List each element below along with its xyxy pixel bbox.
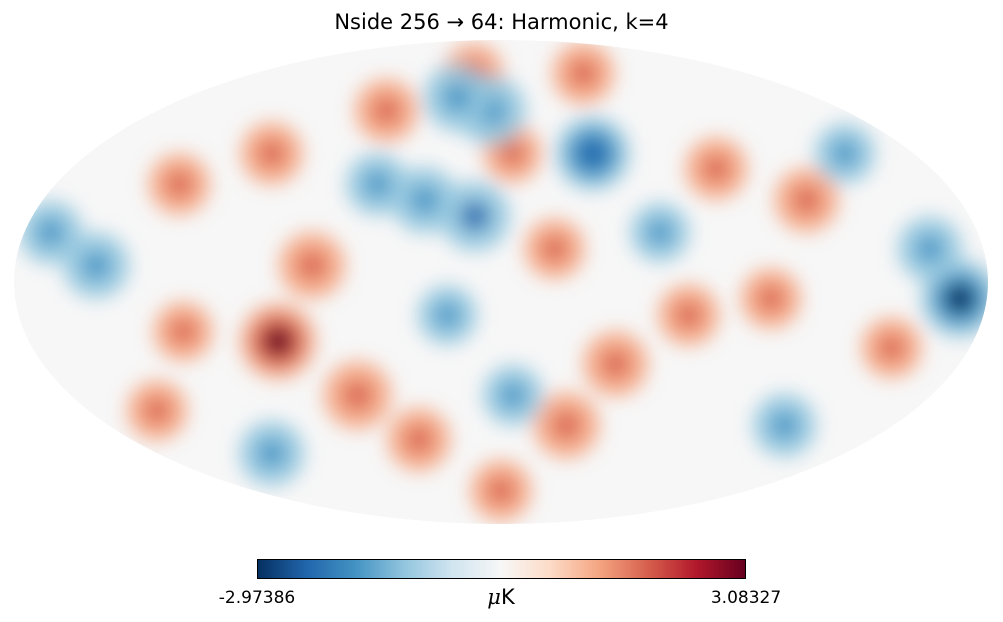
cold-spot xyxy=(916,235,943,262)
cold-spot xyxy=(943,282,976,315)
temperature-field xyxy=(18,41,988,523)
warm-spot xyxy=(373,97,400,124)
cold-spot xyxy=(38,219,64,246)
warm-spot xyxy=(171,319,196,344)
cold-spot xyxy=(443,83,471,112)
warm-spot xyxy=(144,398,170,423)
warm-spot xyxy=(488,478,514,503)
warm-spot xyxy=(879,335,904,360)
cold-spot xyxy=(500,383,526,408)
cold-spot xyxy=(771,412,798,439)
warm-spot xyxy=(343,381,372,410)
warm-spot xyxy=(166,171,192,197)
warm-spot xyxy=(552,411,580,439)
warm-spot xyxy=(793,187,820,214)
cold-spot xyxy=(832,141,858,166)
cold-spot xyxy=(364,171,390,197)
cold-spot xyxy=(647,220,672,245)
colorbar-max-label: 3.08327 xyxy=(710,588,782,608)
warm-spot xyxy=(542,236,567,262)
warm-spot xyxy=(703,156,729,182)
cold-spot xyxy=(577,138,608,169)
warm-spot xyxy=(406,426,432,453)
cold-spot xyxy=(460,201,490,231)
cold-spot xyxy=(411,186,439,214)
warm-spot xyxy=(298,251,326,279)
cold-spot xyxy=(258,440,285,467)
unit-kelvin: K xyxy=(500,585,515,609)
unit-mu: μ xyxy=(487,585,501,609)
colorbar-min-label: -2.97386 xyxy=(218,588,296,608)
colorbar-unit-label: μK xyxy=(487,585,514,609)
warm-spot xyxy=(570,60,596,86)
warm-spot xyxy=(259,140,285,167)
colorbar xyxy=(257,559,746,579)
map-title: Nside 256 → 64: Harmonic, k=4 xyxy=(334,10,669,34)
warm-spot xyxy=(676,302,701,328)
cold-spot xyxy=(435,303,460,328)
warm-spot xyxy=(602,350,629,378)
colorbar-gradient xyxy=(258,560,745,578)
warm-spot xyxy=(262,325,294,357)
cold-spot xyxy=(82,251,110,279)
warm-spot xyxy=(500,141,525,166)
warm-spot xyxy=(758,286,784,311)
